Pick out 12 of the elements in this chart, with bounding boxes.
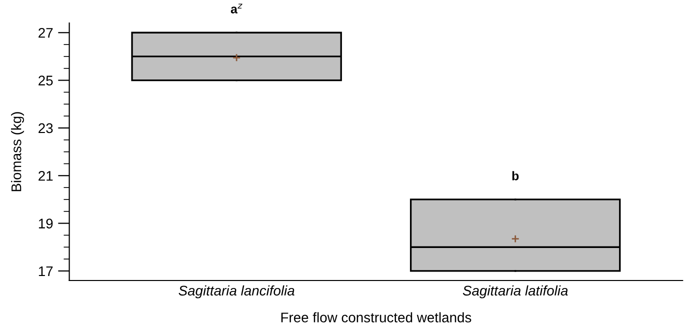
y-tick-label: 27 (38, 28, 53, 38)
y-tick-label: 25 (38, 76, 53, 86)
y-tick-label: 17 (38, 266, 53, 276)
y-tick-label: 23 (38, 123, 53, 134)
x-axis-title: Free flow constructed wetlands (281, 312, 472, 322)
y-tick-label: 19 (38, 218, 53, 228)
y-axis-title: Biomass (kg) (11, 112, 24, 192)
x-tick-label: Sagittaria latifolia (462, 285, 568, 298)
x-tick-label: Sagittaria lancifolia (178, 285, 294, 298)
y-tick-label: 21 (38, 170, 53, 181)
annotation: b (512, 171, 519, 180)
text: a$^{z}$ (230, 4, 242, 14)
